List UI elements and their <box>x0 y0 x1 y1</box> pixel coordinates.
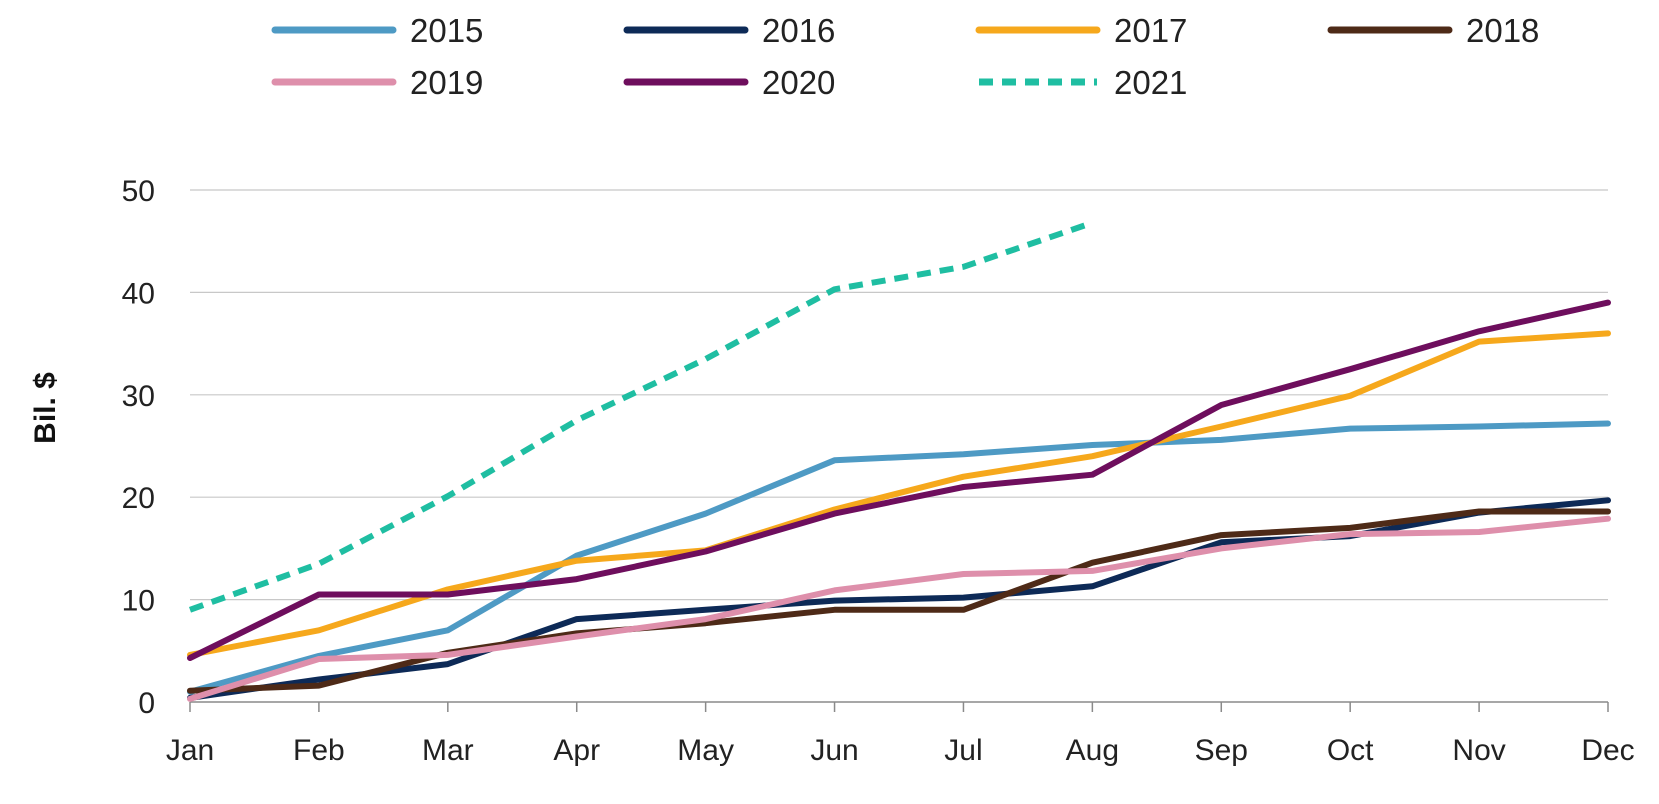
x-tick-label: Apr <box>553 734 600 767</box>
y-tick-label: 40 <box>122 277 155 310</box>
legend-label-2016: 2016 <box>762 12 835 49</box>
y-axis-title: Bil. $ <box>29 372 62 444</box>
legend-label-2019: 2019 <box>410 64 483 101</box>
y-tick-label: 50 <box>122 175 155 208</box>
y-axis: 0 10 20 30 40 50 <box>122 175 155 720</box>
series-layer <box>187 219 1611 702</box>
x-tick-label: Dec <box>1581 734 1634 767</box>
x-tick-label: May <box>677 734 734 767</box>
x-tick-label: Oct <box>1327 734 1374 767</box>
y-tick-label: 0 <box>138 687 155 720</box>
series-line-2019 <box>187 515 1611 702</box>
series-line-2015 <box>187 420 1611 695</box>
x-tick-label: Feb <box>293 734 345 767</box>
series-line-2017 <box>187 330 1611 658</box>
series-line-2020 <box>187 299 1611 661</box>
y-tick-label: 30 <box>122 380 155 413</box>
x-tick-label: Nov <box>1452 734 1505 767</box>
gridlines <box>190 189 1608 601</box>
x-tick-label: Sep <box>1195 734 1248 767</box>
x-tick-label: Jan <box>166 734 214 767</box>
y-tick-label: 20 <box>122 482 155 515</box>
chart-legend: 2015 2016 2017 2018 2019 2020 2021 <box>271 12 1539 101</box>
legend-label-2017: 2017 <box>1114 12 1187 49</box>
series-line-2021 <box>188 219 1094 613</box>
legend-label-2018: 2018 <box>1466 12 1539 49</box>
legend-label-2015: 2015 <box>410 12 483 49</box>
x-axis: Jan Feb Mar Apr May Jun Jul Aug Sep Oct Nov Dec <box>166 701 1635 767</box>
y-tick-label: 10 <box>122 585 155 618</box>
legend-label-2021: 2021 <box>1114 64 1187 101</box>
x-tick-label: Aug <box>1066 734 1119 767</box>
legend-label-2020: 2020 <box>762 64 835 101</box>
x-tick-label: Mar <box>422 734 474 767</box>
x-tick-label: Jul <box>944 734 982 767</box>
x-tick-label: Jun <box>810 734 858 767</box>
